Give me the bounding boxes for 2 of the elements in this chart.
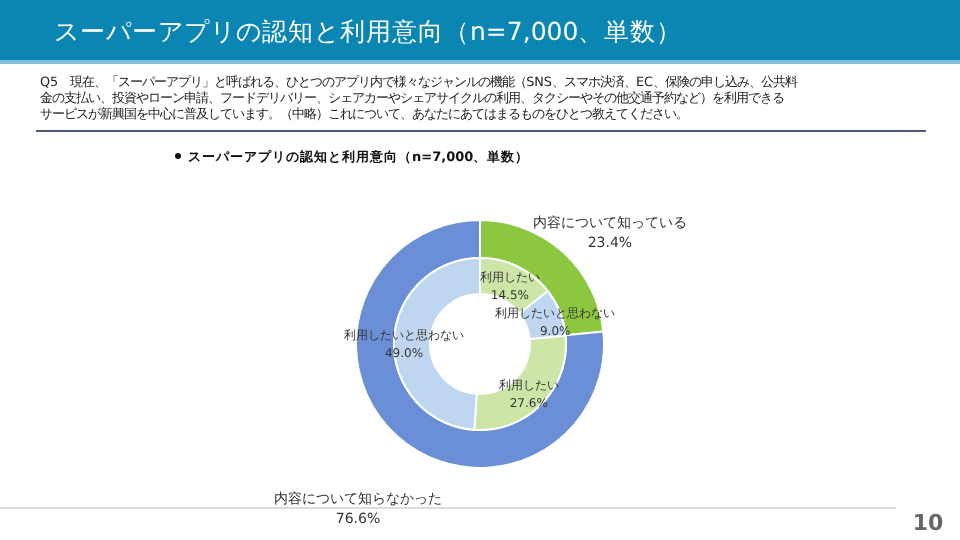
chart-title: スーパーアプリの認知と利用意向（n=7,000、単数） <box>54 16 683 46</box>
text: 10 <box>912 510 944 536</box>
